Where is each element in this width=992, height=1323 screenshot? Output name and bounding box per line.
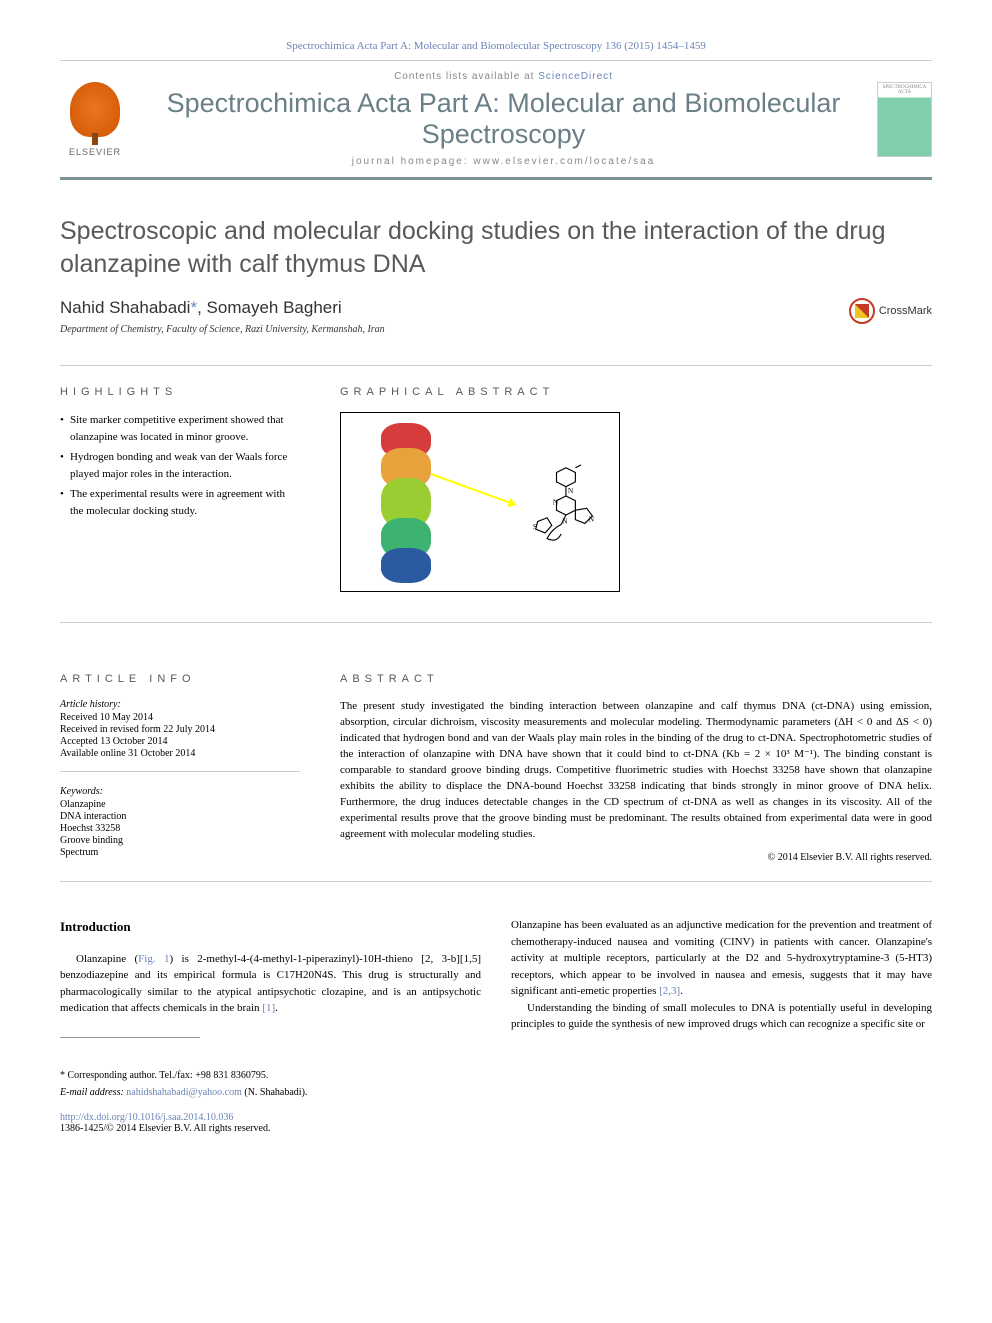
issn-copyright-line: 1386-1425/© 2014 Elsevier B.V. All right…: [60, 1123, 270, 1134]
graphical-abstract-heading: GRAPHICAL ABSTRACT: [340, 386, 932, 398]
body-paragraph: Olanzapine (Fig. 1) is 2-methyl-4-(4-met…: [60, 951, 481, 1017]
journal-cover-thumbnail: SPECTROCHIMICA ACTA: [877, 82, 932, 157]
author-1: Nahid Shahabadi: [60, 298, 190, 317]
email-link[interactable]: nahidshahabadi@yahoo.com: [126, 1087, 242, 1098]
svg-text:N: N: [589, 515, 595, 524]
highlights-heading: HIGHLIGHTS: [60, 386, 300, 398]
citation-reference-link[interactable]: [1]: [262, 1002, 275, 1014]
highlight-item: Hydrogen bonding and weak van der Waals …: [60, 449, 300, 482]
crossmark-badge[interactable]: CrossMark: [849, 298, 932, 324]
crossmark-label: CrossMark: [879, 305, 932, 317]
crossmark-icon: [849, 298, 875, 324]
elsevier-tree-icon: [70, 82, 120, 137]
journal-name: Spectrochimica Acta Part A: Molecular an…: [130, 88, 877, 150]
highlights-list: Site marker competitive experiment showe…: [60, 412, 300, 519]
online-date: Available online 31 October 2014: [60, 748, 300, 759]
author-2: Somayeh Bagheri: [207, 298, 342, 317]
keyword: Spectrum: [60, 847, 300, 858]
affiliation: Department of Chemistry, Faculty of Scie…: [60, 324, 932, 335]
divider: [60, 365, 932, 366]
citation-line: Spectrochimica Acta Part A: Molecular an…: [60, 40, 932, 52]
accepted-date: Accepted 13 October 2014: [60, 736, 300, 747]
svg-text:S: S: [533, 522, 537, 531]
svg-text:N: N: [553, 498, 559, 507]
footnote-divider: [60, 1037, 200, 1038]
sciencedirect-link[interactable]: ScienceDirect: [538, 71, 613, 82]
figure-reference-link[interactable]: Fig. 1: [138, 953, 169, 965]
keyword: Hoechst 33258: [60, 823, 300, 834]
email-line: E-mail address: nahidshahabadi@yahoo.com…: [60, 1085, 481, 1100]
article-title: Spectroscopic and molecular docking stud…: [60, 215, 932, 280]
body-paragraph: Understanding the binding of small molec…: [511, 1000, 932, 1033]
olanzapine-structure: N N N N S: [509, 463, 604, 548]
abstract-copyright: © 2014 Elsevier B.V. All rights reserved…: [340, 852, 932, 863]
contents-available-line: Contents lists available at ScienceDirec…: [130, 71, 877, 82]
abstract-text: The present study investigated the bindi…: [340, 699, 932, 842]
homepage-line: journal homepage: www.elsevier.com/locat…: [130, 156, 877, 167]
revised-date: Received in revised form 22 July 2014: [60, 724, 300, 735]
highlight-item: Site marker competitive experiment showe…: [60, 412, 300, 445]
graphical-abstract-image: N N N N S: [340, 412, 620, 592]
keyword: Groove binding: [60, 835, 300, 846]
doi-footer: http://dx.doi.org/10.1016/j.saa.2014.10.…: [60, 1112, 932, 1134]
homepage-url[interactable]: www.elsevier.com/locate/saa: [473, 156, 655, 167]
divider: [60, 881, 932, 882]
dna-surface-rendering: [381, 423, 436, 583]
article-info-heading: ARTICLE INFO: [60, 673, 300, 685]
introduction-heading: Introduction: [60, 917, 481, 937]
body-paragraph: Olanzapine has been evaluated as an adju…: [511, 917, 932, 1000]
doi-link[interactable]: http://dx.doi.org/10.1016/j.saa.2014.10.…: [60, 1112, 233, 1123]
elsevier-logo: ELSEVIER: [60, 79, 130, 159]
svg-text:N: N: [562, 516, 568, 525]
keywords-label: Keywords:: [60, 786, 300, 797]
keyword: DNA interaction: [60, 811, 300, 822]
received-date: Received 10 May 2014: [60, 712, 300, 723]
keyword: Olanzapine: [60, 799, 300, 810]
divider: [60, 622, 932, 623]
journal-header-band: ELSEVIER Contents lists available at Sci…: [60, 60, 932, 180]
citation-link[interactable]: Spectrochimica Acta Part A: Molecular an…: [286, 40, 706, 52]
divider: [60, 771, 300, 772]
callout-arrow: [431, 473, 516, 506]
corresponding-author-note: * Corresponding author. Tel./fax: +98 83…: [60, 1068, 481, 1083]
elsevier-label: ELSEVIER: [69, 147, 121, 157]
citation-reference-link[interactable]: [2,3]: [659, 985, 680, 997]
highlight-item: The experimental results were in agreeme…: [60, 486, 300, 519]
authors-line: Nahid Shahabadi*, Somayeh Bagheri: [60, 298, 932, 318]
abstract-heading: ABSTRACT: [340, 673, 932, 685]
article-history-label: Article history:: [60, 699, 300, 710]
svg-text:N: N: [568, 486, 574, 495]
